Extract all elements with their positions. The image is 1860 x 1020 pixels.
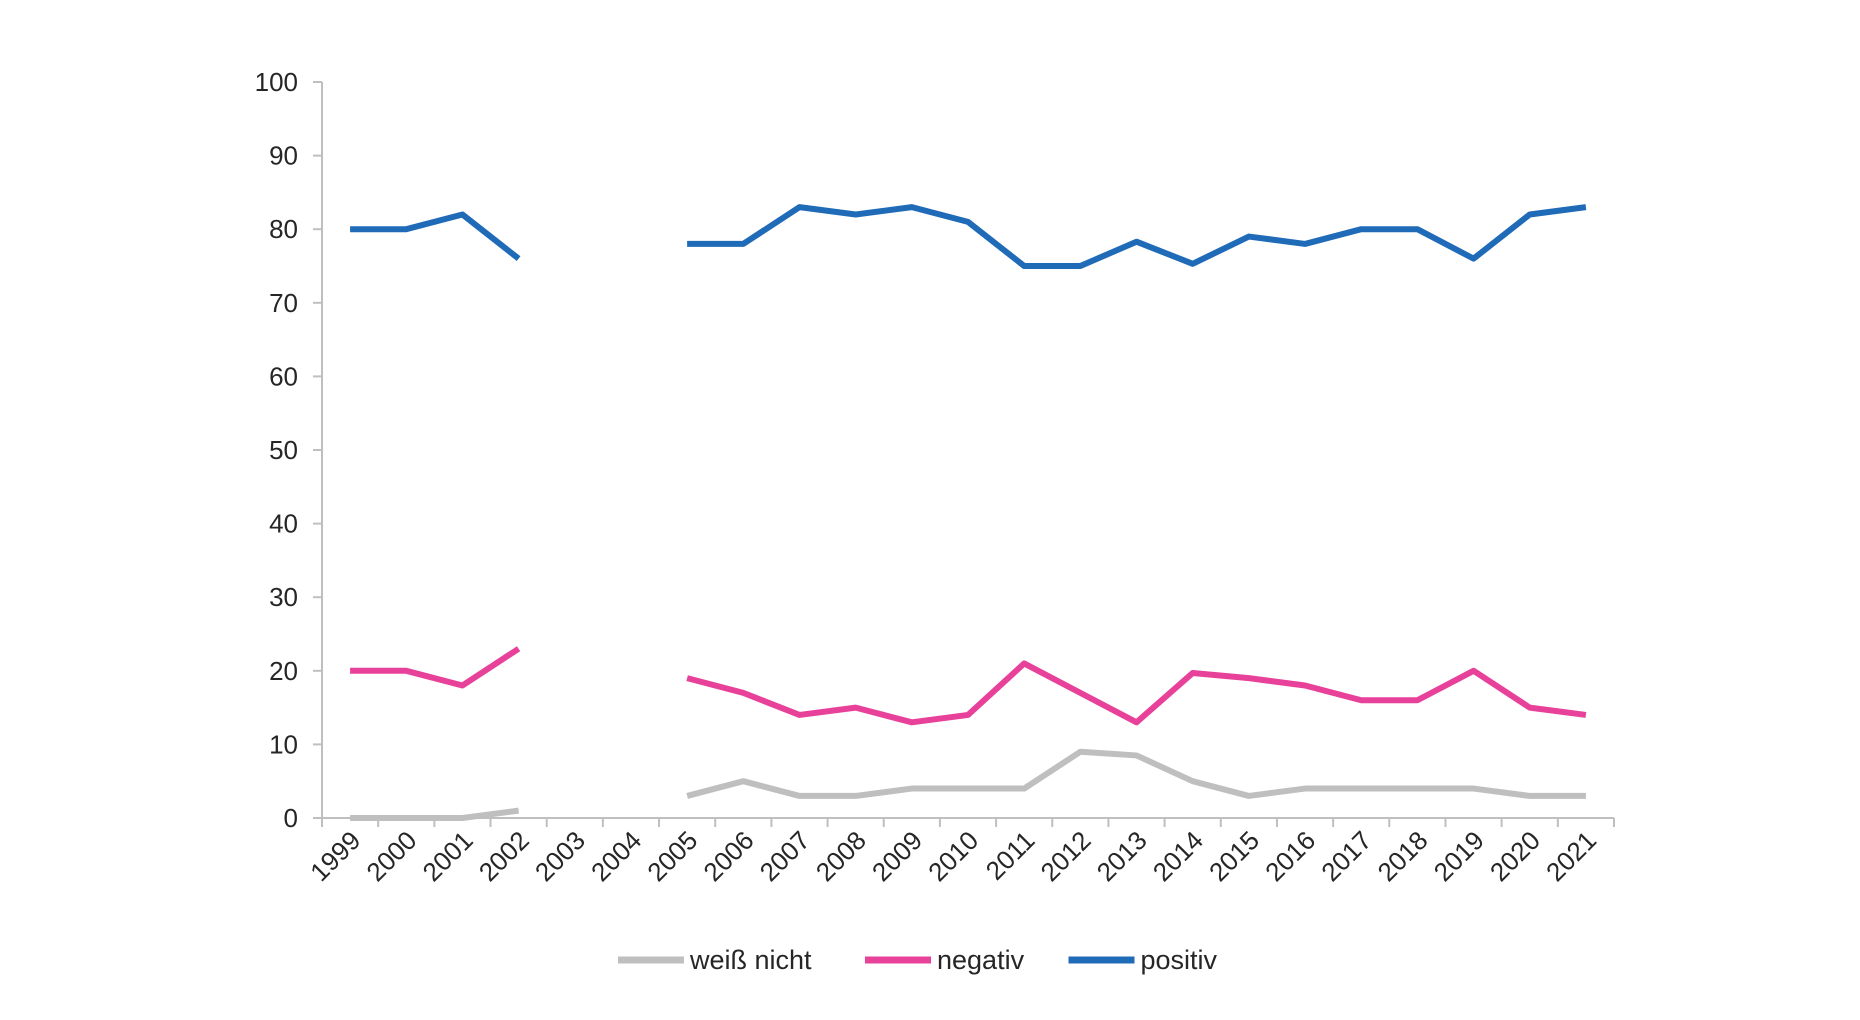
x-tick-label: 2006	[697, 825, 759, 887]
y-tick-label: 30	[269, 582, 298, 612]
series-lines	[350, 204, 1587, 821]
legend-label: negativ	[937, 945, 1025, 975]
x-tick-label: 2012	[1034, 825, 1096, 887]
legend-label: positiv	[1141, 945, 1218, 975]
x-tick-label: 2011	[980, 825, 1041, 886]
x-tick-label: 2001	[417, 825, 479, 887]
series-line	[686, 660, 1587, 726]
x-tick-label: 2002	[473, 825, 535, 887]
x-tick-label: 2016	[1259, 825, 1321, 887]
legend-item: positiv	[1068, 945, 1218, 975]
y-tick-label: 100	[255, 67, 298, 97]
x-tick-label: 2010	[922, 825, 984, 887]
series-line	[687, 204, 1587, 269]
legend-item: negativ	[865, 945, 1025, 975]
x-tick-label: 2019	[1428, 825, 1490, 887]
x-tick-label: 2013	[1091, 825, 1153, 887]
series-1	[350, 646, 1587, 726]
y-tick-label: 10	[269, 729, 298, 759]
y-tick-label: 70	[269, 288, 298, 318]
series-line	[350, 807, 519, 821]
y-tick-label: 80	[269, 214, 298, 244]
y-tick-label: 60	[269, 361, 298, 391]
series-0	[350, 748, 1586, 821]
series-line	[350, 211, 521, 261]
x-tick-label: 1999	[304, 825, 366, 887]
x-tick-label: 2000	[360, 825, 422, 887]
x-tick-label: 2003	[529, 825, 591, 887]
x-tick-label: 2020	[1484, 825, 1546, 887]
x-tick-label: 2007	[754, 825, 816, 887]
x-tick-label: 2009	[866, 825, 928, 887]
y-tick-label: 50	[269, 435, 298, 465]
x-tick-label: 2005	[641, 825, 703, 887]
x-tick-label: 2015	[1203, 825, 1265, 887]
series-2	[350, 204, 1587, 269]
series-line	[350, 646, 521, 689]
legend: weiß nicht negativ positiv	[618, 945, 1218, 975]
legend-item: weiß nicht	[618, 945, 812, 975]
y-tick-label: 20	[269, 656, 298, 686]
x-tick-label: 2014	[1147, 825, 1209, 887]
x-tick-label: 2018	[1372, 825, 1434, 887]
legend-label: weiß nicht	[689, 945, 812, 975]
y-tick-label: 0	[284, 803, 298, 833]
x-tick-label: 2008	[810, 825, 872, 887]
x-tick-label: 2004	[585, 825, 647, 887]
y-axis: 0 10 20 30 40 50 60 70 80 90 100	[255, 67, 323, 833]
y-tick-label: 40	[269, 509, 298, 539]
y-tick-label: 90	[269, 141, 298, 171]
x-axis: 1999200020012002200320042005200620072008…	[304, 817, 1615, 887]
x-tick-label: 2021	[1540, 825, 1602, 887]
x-tick-label: 2017	[1315, 825, 1377, 887]
series-line	[686, 748, 1586, 799]
